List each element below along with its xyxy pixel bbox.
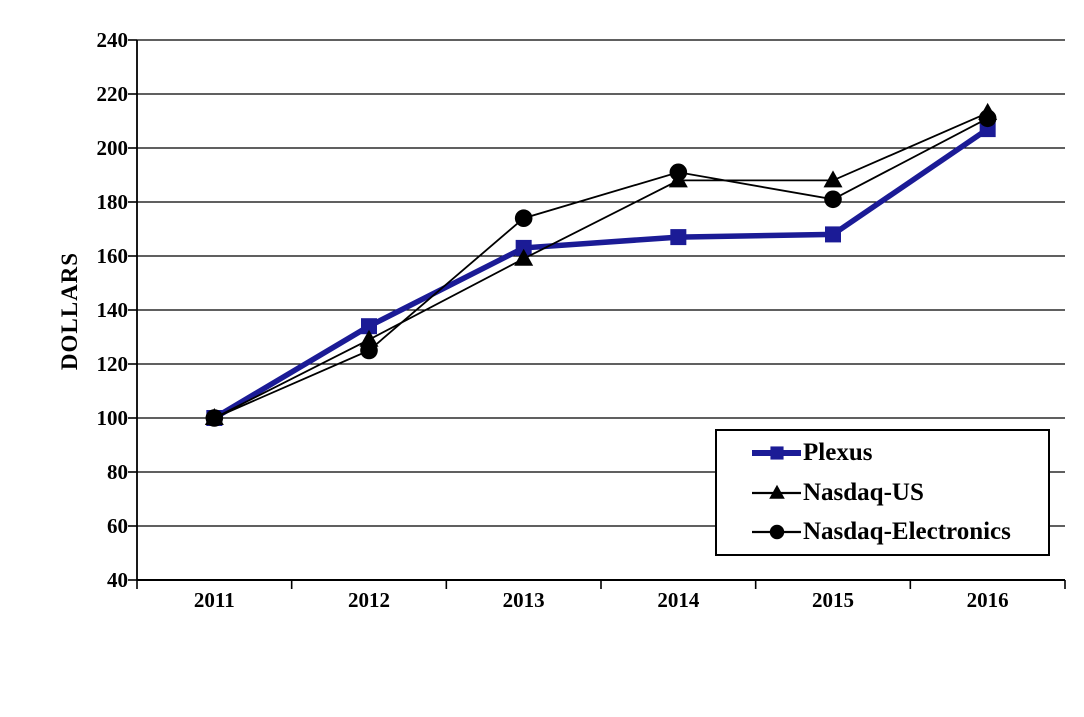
triangle-marker-icon: [514, 248, 534, 266]
legend-item-plexus: Plexus: [751, 436, 1048, 470]
y-tick-label: 180: [96, 190, 129, 214]
y-tick-label: 40: [107, 568, 128, 592]
x-tick-label: 2016: [966, 588, 1009, 612]
legend: Plexus Nasdaq-US Nasdaq-Electronics: [715, 429, 1050, 556]
triangle-marker-icon: [823, 170, 843, 188]
y-tick-label: 100: [96, 406, 129, 430]
x-tick-label: 2014: [657, 588, 700, 612]
legend-swatch-circle-icon: [752, 524, 801, 539]
square-marker-icon: [515, 239, 532, 256]
y-tick-label: 200: [96, 136, 129, 160]
y-tick-label: 220: [96, 82, 129, 106]
square-marker-icon: [670, 229, 687, 246]
legend-item-nasdaq-electronics: Nasdaq-Electronics: [751, 515, 1048, 549]
triangle-marker-icon: [359, 329, 379, 347]
x-tick-label: 2011: [193, 588, 235, 612]
legend-label: Nasdaq-Electronics: [803, 517, 1011, 545]
y-tick-label: 80: [107, 460, 128, 484]
y-tick-label: 120: [96, 352, 129, 376]
plot-area: [128, 39, 1066, 589]
legend-label: Nasdaq-US: [803, 478, 924, 506]
series-line-nasdaq-us: [213, 112, 989, 419]
y-tick-label: 240: [96, 28, 129, 52]
circle-marker-icon: [769, 524, 785, 539]
x-tick-label: 2015: [812, 588, 854, 612]
x-tick-label: 2013: [502, 588, 545, 612]
series-line-nasdaq-electronics: [213, 117, 989, 419]
circle-marker-icon: [360, 341, 378, 360]
y-tick-label: 140: [96, 298, 129, 322]
x-tick-label: 2012: [348, 588, 390, 612]
y-tick-label: 60: [107, 514, 128, 538]
legend-label: Plexus: [803, 439, 873, 467]
square-marker-icon: [770, 446, 784, 460]
triangle-marker-icon: [769, 484, 785, 499]
circle-marker-icon: [669, 163, 688, 182]
series-line-plexus: [212, 126, 990, 421]
legend-swatch-square-icon: [752, 446, 801, 460]
circle-marker-icon: [824, 190, 842, 209]
circle-marker-icon: [514, 209, 533, 227]
legend-item-nasdaq-us: Nasdaq-US: [751, 476, 1048, 510]
circle-marker-icon: [978, 109, 997, 128]
square-marker-icon: [361, 318, 377, 335]
y-tick-label: 160: [96, 244, 129, 268]
circle-marker-icon: [205, 409, 224, 427]
legend-swatch-triangle-icon: [752, 484, 801, 499]
square-marker-icon: [825, 226, 841, 243]
